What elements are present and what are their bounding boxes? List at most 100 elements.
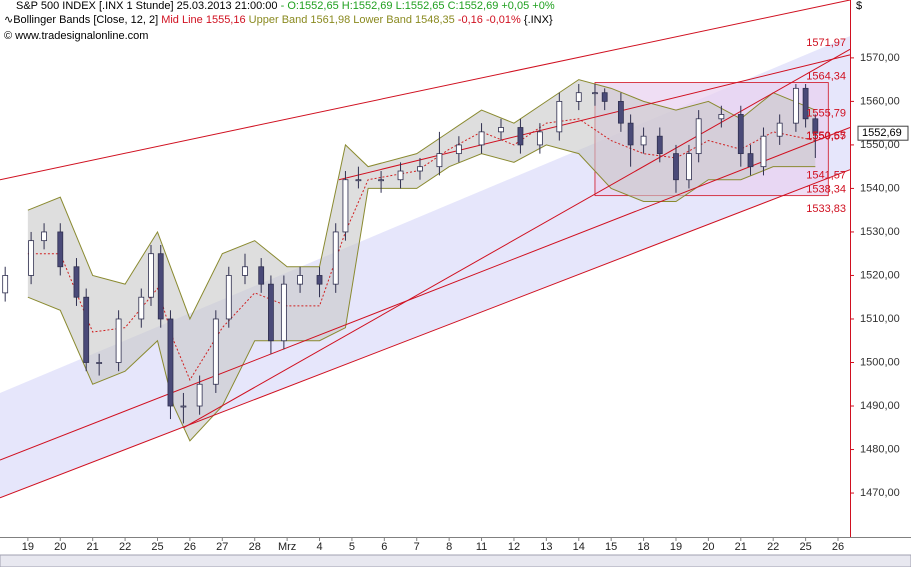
candle-body (575, 92, 582, 102)
candle-body (776, 122, 783, 137)
x-tick-label: 21 (87, 541, 99, 553)
candle-body (297, 275, 303, 285)
price-annotation: 1571,97 (806, 37, 846, 49)
x-tick-label: 15 (605, 541, 617, 553)
x-tick-label: 11 (476, 541, 487, 553)
price-annotation: 1533,83 (806, 203, 846, 215)
x-tick-label: 22 (119, 541, 131, 553)
candle-body (268, 283, 274, 342)
y-tick-label: 1560,00 (860, 95, 900, 107)
candle-body (601, 92, 608, 102)
candle-body (332, 231, 339, 285)
x-tick-label: 27 (216, 541, 228, 553)
x-tick-label: 20 (702, 541, 714, 553)
candle-body (718, 114, 725, 120)
price-annotation: 1541,57 (806, 170, 846, 182)
y-tick-label: 1490,00 (860, 400, 900, 412)
trend-line (183, 48, 851, 429)
plot-area (0, 0, 851, 499)
price-annotation: 1550,65 (806, 130, 846, 142)
candle-body (180, 405, 187, 408)
scrollbar[interactable] (0, 554, 911, 567)
symbol: {.INX} (524, 14, 553, 26)
candle-body (686, 153, 692, 181)
candle-body (115, 318, 122, 363)
candle-body (148, 253, 154, 298)
trend-line (0, 127, 851, 461)
price-annotation: 1555,79 (806, 108, 846, 120)
y-tick-label: 1520,00 (860, 269, 900, 281)
x-tick-label: 5 (349, 541, 355, 553)
header-indicator: ∿Bollinger Bands [Close, 12, 2] Mid Line… (4, 14, 553, 26)
trend-line (338, 54, 851, 181)
candle-body (478, 131, 485, 146)
candle-body (96, 362, 103, 364)
x-tick-label: 4 (316, 541, 322, 553)
title: S&P 500 INDEX [.INX 1 Stunde] 25.03.2013… (16, 0, 278, 12)
bollinger-lower (27, 144, 816, 442)
price-annotation: 1538,34 (806, 184, 846, 196)
x-tick-label: Mrz (278, 541, 296, 553)
candle-body (280, 283, 287, 342)
candle-body (792, 87, 799, 124)
header-title: S&P 500 INDEX [.INX 1 Stunde] 25.03.2013… (16, 0, 555, 12)
y-tick-label: 1500,00 (860, 356, 900, 368)
x-tick-label: 21 (735, 541, 747, 553)
x-tick-label: 20 (54, 541, 66, 553)
y-tick-label: 1570,00 (860, 52, 900, 64)
candle-body (73, 266, 80, 298)
candle-body (2, 275, 9, 294)
candle-body (673, 153, 679, 181)
x-tick-label: 26 (832, 541, 844, 553)
x-tick-label: 14 (573, 541, 585, 553)
price-annotation: 1564,34 (806, 70, 846, 82)
source: © www.tradesignalonline.com (4, 30, 148, 42)
candle-body (760, 135, 767, 168)
candle-body (242, 266, 248, 276)
candle-body (196, 383, 203, 407)
candle-body (138, 296, 145, 320)
x-tick-label: 25 (151, 541, 163, 553)
trend-line (0, 169, 851, 499)
candle-body (83, 296, 90, 363)
x-tick-label: 26 (184, 541, 196, 553)
candle-body (342, 179, 349, 233)
y-tick-label: 1510,00 (860, 313, 900, 325)
candle-body (258, 266, 265, 285)
candle-body (378, 179, 384, 182)
candle-body (517, 127, 524, 146)
x-tick-label: 19 (22, 541, 34, 553)
candle-body (355, 179, 362, 182)
x-tick-label: 6 (381, 541, 387, 553)
candle-body (536, 131, 543, 146)
candle-body (802, 87, 809, 120)
candle-body (592, 92, 598, 95)
price-axis-panel (850, 0, 911, 537)
mid-line: Mid Line 1555,16 (161, 14, 245, 26)
x-tick-label: 7 (414, 541, 420, 553)
x-tick-label: 22 (767, 541, 779, 553)
trend-line (0, 0, 851, 181)
indicator: Bollinger Bands [Close, 12, 2] (13, 14, 158, 26)
y-tick-label: 1530,00 (860, 226, 900, 238)
price-annotation: 1550,57 (806, 130, 846, 142)
candle-body (41, 231, 47, 242)
last-price-box (857, 125, 909, 141)
ohlc: - O:1552,65 H:1552,69 L:1552,65 C:1552,6… (281, 0, 555, 12)
candle-body (498, 127, 504, 133)
y-tick-label: 1470,00 (860, 487, 900, 499)
candle-body (397, 170, 404, 181)
candle-body (436, 153, 443, 168)
candle-body (417, 166, 423, 172)
y-tick-label: 1480,00 (860, 443, 900, 455)
candle-body (556, 100, 563, 133)
candle-body (212, 318, 219, 385)
candle-body (167, 318, 174, 407)
x-tick-label: 18 (637, 541, 649, 553)
y-tick-label: 1550,00 (860, 139, 900, 151)
currency: $ (856, 0, 862, 12)
x-tick-label: 12 (508, 541, 520, 553)
candle-body (812, 118, 819, 134)
candle-body (747, 153, 754, 168)
